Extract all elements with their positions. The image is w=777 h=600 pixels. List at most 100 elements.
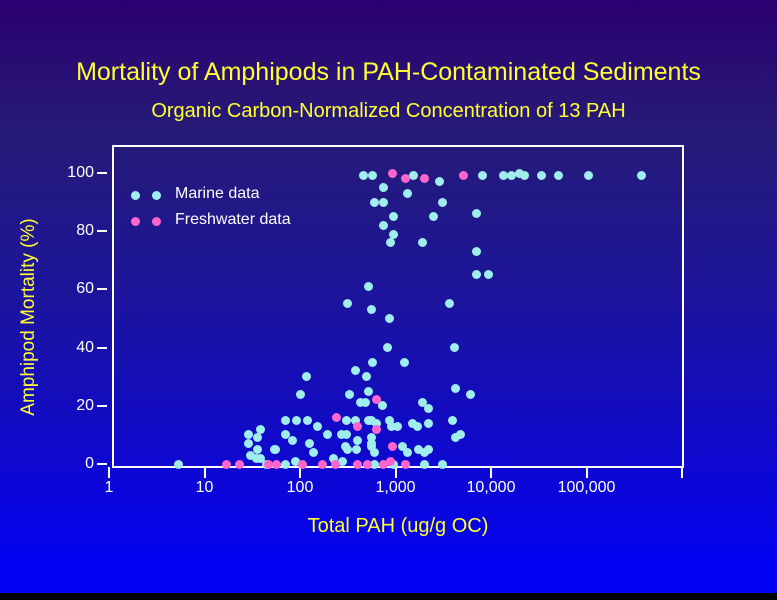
data-point-marine bbox=[344, 389, 354, 399]
data-point-marine bbox=[244, 430, 254, 440]
data-point-marine bbox=[379, 197, 389, 207]
data-point-marine bbox=[370, 197, 380, 207]
x-axis-tick bbox=[203, 467, 206, 478]
y-axis-title: Amphipod Mortality (%) bbox=[18, 218, 39, 416]
data-point-marine bbox=[386, 238, 396, 248]
data-point-marine bbox=[281, 415, 291, 425]
data-point-marine bbox=[290, 456, 300, 466]
data-point-marine bbox=[281, 430, 291, 440]
x-tick-label: 10,000 bbox=[466, 479, 516, 496]
data-point-marine bbox=[409, 171, 419, 181]
data-point-marine bbox=[355, 398, 365, 408]
data-point-marine bbox=[399, 357, 409, 367]
data-point-marine bbox=[414, 444, 424, 454]
data-point-marine bbox=[378, 183, 388, 193]
data-point-marine bbox=[351, 444, 361, 454]
data-point-marine bbox=[428, 212, 438, 222]
data-point-marine bbox=[438, 197, 448, 207]
data-point-marine bbox=[302, 415, 312, 425]
freshwater-legend-dot-1 bbox=[131, 217, 140, 226]
data-point-marine bbox=[402, 188, 412, 198]
data-point-marine bbox=[465, 389, 475, 399]
data-point-marine bbox=[420, 459, 430, 469]
data-point-marine bbox=[385, 314, 395, 323]
data-point-marine bbox=[451, 433, 461, 443]
data-point-marine bbox=[418, 238, 428, 248]
freshwater-legend-dot-2 bbox=[152, 217, 161, 226]
data-point-marine bbox=[256, 453, 266, 463]
y-tick-label: 80 bbox=[76, 222, 94, 240]
data-point-marine bbox=[378, 220, 388, 230]
chart-subtitle: Organic Carbon-Normalized Concentration … bbox=[151, 100, 626, 122]
data-point-marine bbox=[336, 430, 346, 440]
data-point-marine bbox=[350, 415, 360, 425]
data-point-marine bbox=[280, 459, 290, 469]
data-point-marine bbox=[350, 366, 360, 376]
data-point-freshwater bbox=[353, 421, 363, 431]
data-point-marine bbox=[536, 171, 546, 181]
data-point-freshwater bbox=[317, 459, 327, 469]
data-point-marine bbox=[402, 447, 412, 457]
data-point-marine bbox=[372, 418, 382, 428]
data-point-freshwater bbox=[459, 171, 469, 181]
data-point-marine bbox=[313, 421, 323, 431]
x-tick-label: 100 bbox=[286, 479, 314, 496]
data-point-marine bbox=[418, 398, 428, 408]
y-axis-tick bbox=[97, 172, 107, 174]
y-axis-tick bbox=[97, 404, 107, 407]
y-tick-label: 0 bbox=[85, 455, 94, 472]
data-point-marine bbox=[256, 424, 266, 434]
data-point-marine bbox=[342, 430, 352, 440]
data-point-marine bbox=[637, 171, 647, 181]
x-tick-label: 10 bbox=[195, 479, 214, 496]
legend-label-freshwater: Freshwater data bbox=[175, 211, 291, 228]
y-axis-tick bbox=[97, 463, 107, 465]
data-point-marine bbox=[370, 447, 380, 457]
data-point-marine bbox=[389, 229, 399, 239]
x-axis-tick bbox=[108, 467, 110, 478]
data-point-marine bbox=[343, 299, 353, 309]
marine-legend-dot-1 bbox=[131, 191, 140, 200]
y-tick-label: 100 bbox=[67, 164, 94, 181]
data-point-marine bbox=[498, 171, 508, 181]
data-point-marine bbox=[412, 421, 422, 431]
data-point-marine bbox=[471, 270, 481, 280]
data-point-marine bbox=[471, 209, 481, 219]
data-point-marine bbox=[437, 459, 447, 469]
x-axis-tick bbox=[299, 467, 301, 478]
data-point-marine bbox=[447, 415, 457, 425]
data-point-marine bbox=[269, 444, 279, 454]
data-point-marine bbox=[377, 401, 387, 411]
data-point-freshwater bbox=[331, 459, 341, 469]
data-point-marine bbox=[245, 450, 255, 460]
data-point-freshwater bbox=[352, 459, 362, 469]
data-point-marine bbox=[423, 418, 433, 428]
data-point-marine bbox=[292, 415, 302, 425]
data-point-marine bbox=[358, 171, 368, 181]
data-point-marine bbox=[387, 421, 397, 431]
data-point-freshwater bbox=[235, 459, 245, 469]
data-point-marine bbox=[323, 430, 333, 440]
data-point-marine bbox=[253, 433, 263, 443]
data-point-marine bbox=[424, 404, 434, 414]
data-point-marine bbox=[367, 415, 377, 425]
data-point-freshwater bbox=[378, 459, 388, 469]
chart-title: Mortality of Amphipods in PAH-Contaminat… bbox=[76, 58, 701, 86]
data-point-marine bbox=[478, 171, 488, 181]
data-point-freshwater bbox=[372, 395, 382, 405]
x-axis-end-tick bbox=[681, 467, 683, 478]
data-point-marine bbox=[449, 343, 459, 353]
data-point-freshwater bbox=[419, 174, 429, 184]
data-point-marine bbox=[288, 436, 298, 446]
x-tick-label: 100,000 bbox=[557, 479, 616, 496]
data-point-marine bbox=[173, 459, 183, 469]
data-point-marine bbox=[519, 171, 529, 181]
data-point-marine bbox=[456, 430, 466, 440]
data-point-freshwater bbox=[264, 459, 274, 469]
data-point-marine bbox=[343, 444, 353, 454]
data-point-marine bbox=[445, 299, 455, 309]
data-point-marine bbox=[367, 433, 377, 443]
data-point-freshwater bbox=[400, 174, 410, 184]
plot-area bbox=[112, 145, 684, 468]
